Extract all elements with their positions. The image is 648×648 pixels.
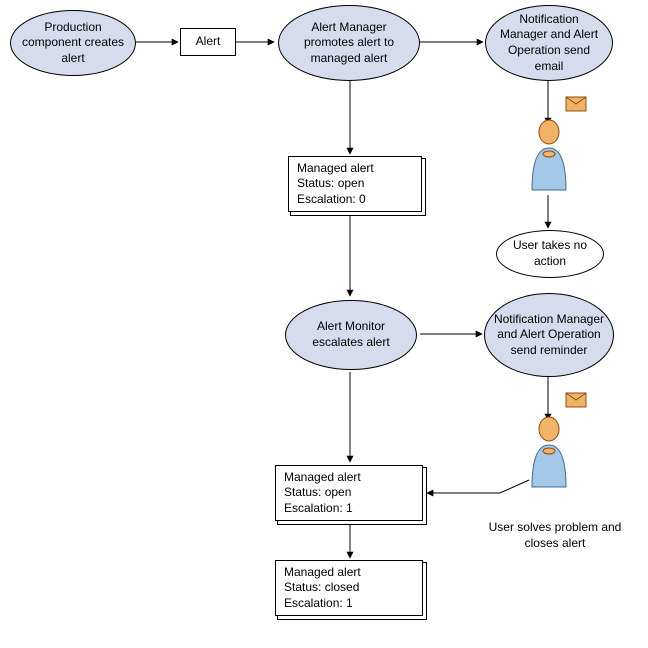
alert-manager-label: Alert Manager promotes alert to managed … xyxy=(287,20,411,67)
node-managed-1: Managed alert Status: open Escalation: 0 xyxy=(288,156,422,212)
node-managed-3: Managed alert Status: closed Escalation:… xyxy=(275,560,423,616)
node-alert: Alert xyxy=(180,28,236,56)
node-alert-monitor: Alert Monitor escalates alert xyxy=(285,300,417,370)
user-no-action-label: User takes no action xyxy=(505,238,595,269)
prod-label: Production component creates alert xyxy=(19,20,127,67)
user-solves-label: User solves problem and closes alert xyxy=(480,520,630,551)
node-notif-reminder: Notification Manager and Alert Operation… xyxy=(484,293,614,377)
user-icon xyxy=(526,118,572,194)
notif-reminder-label: Notification Manager and Alert Operation… xyxy=(493,312,605,359)
envelope-icon xyxy=(565,392,587,408)
alert-label: Alert xyxy=(196,34,221,50)
managed1-content: Managed alert Status: open Escalation: 0 xyxy=(297,161,374,208)
managed3-content: Managed alert Status: closed Escalation:… xyxy=(284,565,361,612)
node-alert-manager: Alert Manager promotes alert to managed … xyxy=(278,5,420,81)
alert-monitor-label: Alert Monitor escalates alert xyxy=(294,319,408,350)
user-icon xyxy=(526,415,572,491)
node-user-no-action: User takes no action xyxy=(496,230,604,278)
node-prod-component: Production component creates alert xyxy=(10,10,136,76)
node-managed-2: Managed alert Status: open Escalation: 1 xyxy=(275,465,423,521)
notif-email-label: Notification Manager and Alert Operation… xyxy=(494,12,604,74)
node-notif-email: Notification Manager and Alert Operation… xyxy=(485,5,613,81)
envelope-icon xyxy=(565,96,587,112)
managed2-content: Managed alert Status: open Escalation: 1 xyxy=(284,470,361,517)
